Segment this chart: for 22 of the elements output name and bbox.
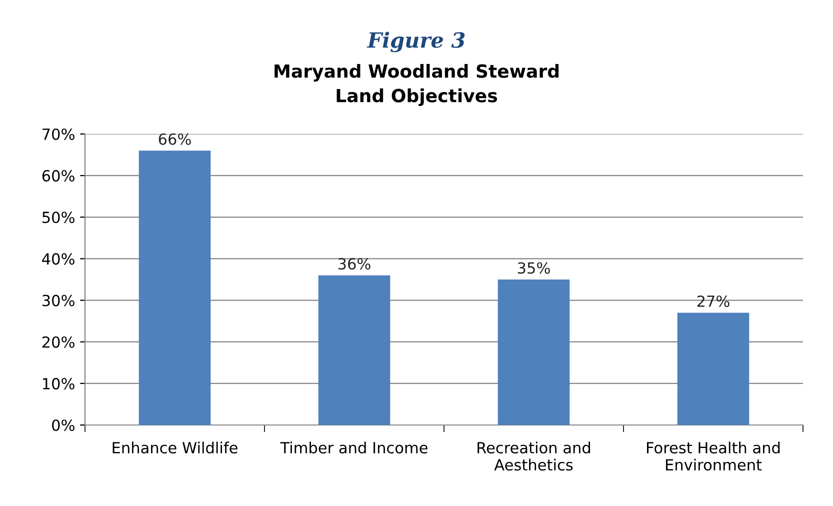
- y-tick-label: 10%: [43, 378, 74, 390]
- chart-subtitle: Maryand Woodland Steward Land Objectives: [274, 64, 559, 106]
- chart-title: Figure 3: [366, 32, 465, 52]
- y-tick-label: 20%: [42, 336, 74, 348]
- data-label: 66%: [158, 133, 191, 145]
- y-tick-label: 70%: [42, 128, 74, 140]
- x-tick-label: Enhance Wildlife: [112, 442, 238, 454]
- x-tick-label: Recreation and Aesthetics: [478, 442, 590, 471]
- data-label: 27%: [697, 295, 730, 308]
- bar: [318, 275, 390, 425]
- y-tick-label: 60%: [42, 170, 74, 182]
- y-tick-label: 40%: [42, 253, 74, 265]
- y-tick-label: 0%: [52, 419, 74, 432]
- y-tick-label: 30%: [42, 294, 74, 306]
- bar: [498, 280, 570, 425]
- x-tick-label: Forest Health and Environment: [647, 442, 780, 471]
- bar: [677, 312, 750, 425]
- bar: [138, 150, 211, 425]
- y-tick-label: 50%: [42, 212, 74, 224]
- x-tick-label: Timber and Income: [280, 442, 428, 454]
- data-label: 35%: [518, 262, 550, 274]
- data-label: 36%: [338, 258, 370, 270]
